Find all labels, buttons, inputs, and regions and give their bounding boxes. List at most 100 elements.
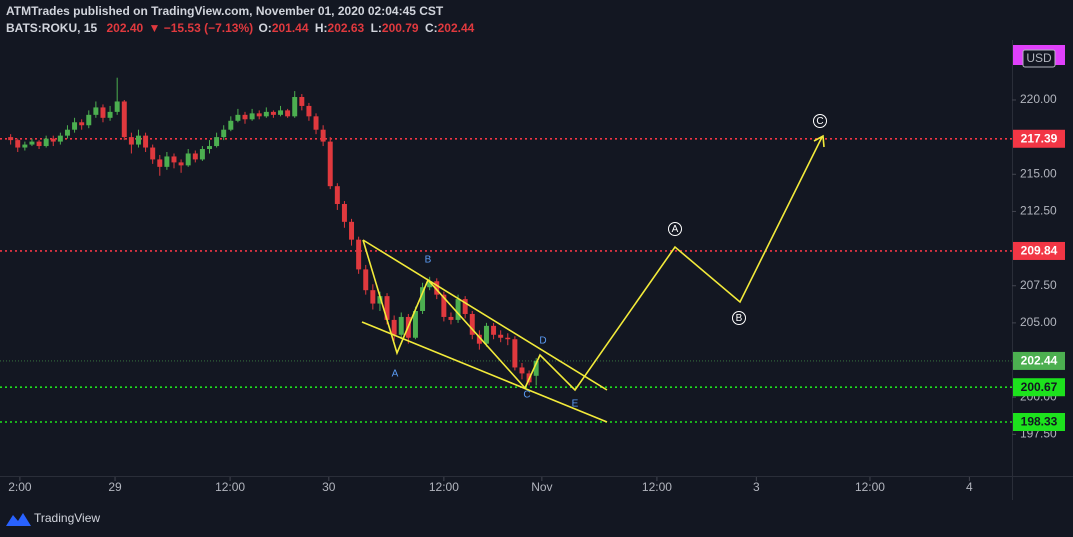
ohlc-label: C: bbox=[425, 21, 438, 35]
symbol-line: BATS:ROKU, 15 202.40 ▼ −15.53 (−7.13%) O… bbox=[6, 21, 475, 35]
candle-body bbox=[242, 114, 248, 120]
candle-body bbox=[192, 153, 198, 160]
level-labels: 217.39 209.84 202.44 200.67 198.33 bbox=[1013, 129, 1065, 432]
candle-body bbox=[135, 135, 141, 145]
currency-box[interactable] bbox=[1022, 49, 1056, 68]
candle-body bbox=[505, 337, 511, 340]
x-tick-label: 12:00 bbox=[642, 480, 672, 494]
candle-body bbox=[72, 122, 78, 130]
candle-body bbox=[285, 110, 291, 117]
candle-body bbox=[384, 296, 390, 320]
candle-body bbox=[214, 137, 220, 147]
candle-body bbox=[412, 310, 418, 338]
candle-body bbox=[455, 299, 461, 320]
candle-body bbox=[370, 290, 376, 304]
candle-body bbox=[292, 97, 298, 117]
channel-upper bbox=[362, 239, 608, 391]
candle-body bbox=[57, 135, 63, 142]
price-level-box bbox=[1013, 241, 1065, 260]
candle-body bbox=[334, 186, 340, 205]
candle-body bbox=[391, 319, 397, 335]
wave-arrow bbox=[813, 134, 825, 148]
circled-label: B bbox=[736, 313, 743, 324]
candle-body bbox=[434, 281, 440, 295]
ohlc-label: L: bbox=[371, 21, 382, 35]
candle-body bbox=[228, 120, 234, 130]
candle-body bbox=[178, 162, 184, 166]
circled-label: A bbox=[672, 224, 679, 235]
candle-body bbox=[491, 325, 497, 335]
levels bbox=[0, 137, 1012, 423]
ohlc-value: 200.79 bbox=[382, 21, 419, 35]
candle-body bbox=[469, 313, 475, 335]
candle-body bbox=[519, 367, 525, 374]
circled-label: C bbox=[816, 116, 823, 127]
change: ▼ −15.53 (−7.13%) bbox=[149, 21, 254, 35]
wave-label: C bbox=[523, 390, 530, 401]
candle-body bbox=[43, 138, 49, 147]
last-price: 202.40 bbox=[106, 21, 143, 35]
candle-body bbox=[299, 97, 305, 106]
candle-body bbox=[164, 156, 170, 167]
candle-body bbox=[143, 135, 149, 148]
wave-label: E bbox=[572, 399, 579, 410]
price-level-label: 200.67 bbox=[1021, 380, 1058, 394]
price-level-label: 217.39 bbox=[1021, 131, 1058, 145]
price-level-box bbox=[1013, 413, 1065, 432]
candle-body bbox=[363, 269, 369, 291]
candle-body bbox=[341, 204, 347, 222]
candle-body bbox=[157, 159, 163, 167]
candle-body bbox=[356, 239, 362, 270]
ohlc-value: 202.63 bbox=[328, 21, 365, 35]
candle-body bbox=[278, 110, 284, 115]
candle-body bbox=[327, 141, 333, 187]
logo[interactable]: TradingView bbox=[6, 511, 100, 526]
currency: USD bbox=[1026, 51, 1052, 65]
x-tick-label: 12:00 bbox=[429, 480, 459, 494]
candle-body bbox=[128, 137, 134, 145]
candle-body bbox=[22, 144, 28, 148]
x-tick-label: 30 bbox=[322, 480, 336, 494]
channel-lower bbox=[361, 321, 608, 423]
candle-body bbox=[441, 294, 447, 317]
candle-body bbox=[86, 114, 92, 126]
ohlc-label: H: bbox=[315, 21, 328, 35]
candle-body bbox=[121, 101, 127, 138]
y-tick-label: 212.50 bbox=[1020, 204, 1057, 218]
candle-body bbox=[313, 116, 319, 130]
x-tick-label: 2:00 bbox=[8, 480, 32, 494]
candle-body bbox=[235, 114, 241, 121]
candle-body bbox=[207, 146, 212, 150]
candle-body bbox=[171, 156, 177, 163]
candle-body bbox=[79, 122, 85, 126]
x-tick-label: 12:00 bbox=[215, 480, 245, 494]
x-tick-label: 3 bbox=[753, 480, 760, 494]
candle-body bbox=[199, 149, 205, 160]
candle-body bbox=[498, 334, 504, 338]
price-level-box bbox=[1013, 129, 1065, 148]
candle-body bbox=[476, 334, 482, 344]
candle-body bbox=[64, 129, 70, 136]
candle-body bbox=[263, 111, 269, 117]
ohlc-value: 202.44 bbox=[438, 21, 475, 35]
candle-body bbox=[256, 113, 262, 117]
price-level-label: 202.44 bbox=[1021, 354, 1058, 368]
candle-body bbox=[93, 107, 99, 115]
candle-body bbox=[36, 141, 42, 147]
candle-body bbox=[50, 138, 56, 142]
candle-body bbox=[377, 296, 383, 304]
candle-body bbox=[512, 339, 518, 368]
x-tick-label: 29 bbox=[108, 480, 122, 494]
x-tick-label: Nov bbox=[531, 480, 552, 494]
publisher-line: ATMTrades published on TradingView.com, … bbox=[6, 4, 444, 18]
x-tick-label: 12:00 bbox=[855, 480, 885, 494]
price-level-label: 209.84 bbox=[1021, 244, 1058, 258]
candle-body bbox=[462, 299, 468, 314]
candle-body bbox=[29, 141, 35, 145]
candle-body bbox=[8, 137, 14, 141]
candle-body bbox=[107, 111, 113, 118]
price-level-box bbox=[1013, 378, 1065, 397]
candle-body bbox=[398, 316, 404, 335]
candle-body bbox=[15, 140, 21, 148]
